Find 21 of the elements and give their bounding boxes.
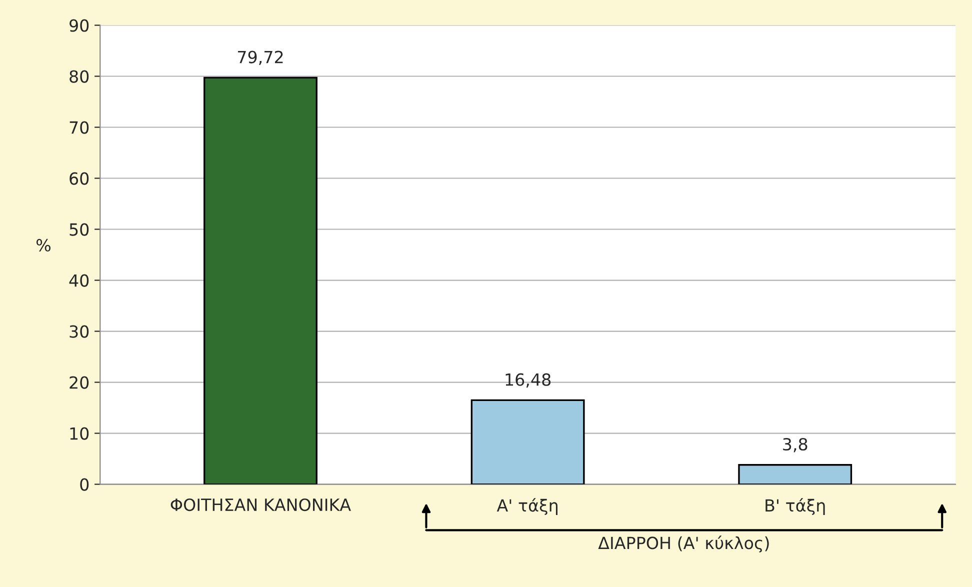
data-label: 16,48: [506, 373, 551, 388]
bar: [470, 399, 585, 484]
data-label: 79,72: [238, 50, 283, 66]
x-tick-label: ΦΟΙΤΗΣΑΝ ΚΑΝΟΝΙΚΑ: [170, 498, 351, 512]
text: ΔΙΑΡΡΟΗ (Α' κύκλος): [598, 536, 769, 553]
x-tick-label: Β' τάξη: [766, 498, 825, 515]
y-tick-label: 80: [70, 70, 89, 83]
y-tick-label: 70: [70, 121, 89, 134]
bar: [738, 464, 852, 484]
y-axis-title: %: [36, 238, 50, 252]
y-tick-label: 40: [69, 274, 89, 287]
y-tick-label: 50: [70, 223, 89, 236]
y-tick-label: 30: [70, 325, 89, 338]
bar: [204, 76, 318, 484]
y-tick-label: 20: [70, 376, 89, 389]
data-label: 3,8: [783, 438, 808, 452]
y-tick-label: 10: [70, 427, 89, 440]
y-tick-label: 60: [70, 172, 89, 185]
y-tick-label: 0: [80, 478, 89, 491]
y-tick-label: 90: [70, 19, 89, 32]
x-tick-label: Α' τάξη: [496, 498, 558, 515]
